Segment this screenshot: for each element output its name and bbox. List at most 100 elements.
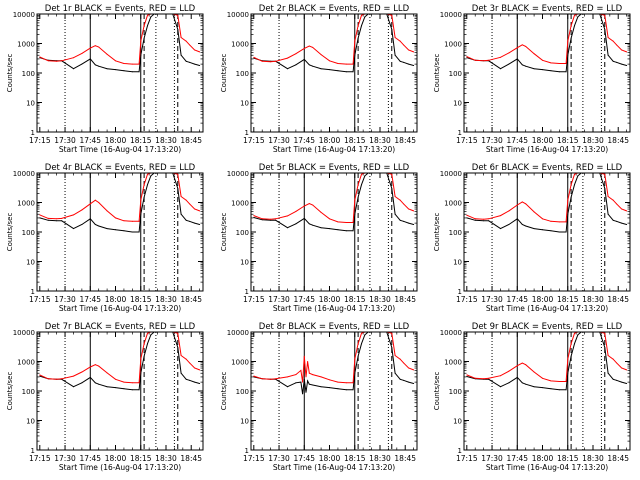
data-point-lld: [474, 59, 476, 61]
data-point-events: [604, 28, 606, 30]
data-point-lld: [47, 217, 49, 219]
plot-area: [253, 332, 415, 450]
data-point-events: [72, 68, 74, 70]
data-point-events: [533, 386, 535, 388]
series-line-lld: [39, 332, 200, 384]
data-point-events: [261, 219, 263, 221]
plot-frame: [36, 13, 204, 133]
x-tick-label: 18:15: [130, 295, 152, 304]
data-point-events: [567, 372, 569, 374]
data-point-events: [199, 64, 201, 66]
data-point-events: [39, 375, 41, 377]
data-point-events: [616, 61, 618, 63]
data-point-events: [570, 37, 572, 39]
data-point-lld: [626, 369, 628, 371]
data-point-lld: [98, 365, 100, 367]
x-tick-label: 17:30: [481, 454, 503, 463]
x-tick-label: 17:15: [29, 136, 51, 145]
data-point-events: [565, 389, 567, 391]
y-tick-label: 10000: [13, 170, 35, 178]
y-tick-label: 10000: [227, 329, 249, 337]
data-point-events: [394, 372, 396, 374]
y-tick-label: 100: [22, 229, 35, 237]
plot-frame: [250, 172, 418, 292]
x-tick-label: 17:15: [456, 136, 478, 145]
y-tick-label: 10000: [227, 170, 249, 178]
data-point-lld: [550, 62, 552, 64]
data-point-lld: [612, 199, 614, 201]
x-tick-label: 18:00: [319, 136, 341, 145]
data-point-lld: [573, 14, 575, 16]
data-point-lld: [533, 211, 535, 213]
x-tick-label: 17:15: [29, 454, 51, 463]
x-tick-label: 18:30: [582, 454, 604, 463]
data-point-lld: [140, 40, 142, 42]
y-tick-label: 1000: [444, 200, 462, 208]
data-point-lld: [185, 358, 187, 360]
data-point-events: [300, 381, 302, 383]
data-point-lld: [94, 364, 96, 366]
data-point-lld: [185, 40, 187, 42]
data-point-lld: [466, 214, 468, 216]
x-tick-label: 17:45: [506, 454, 528, 463]
data-point-events: [399, 219, 401, 221]
data-point-lld: [337, 221, 339, 223]
x-axis-label: Start Time (16-Aug-04 17:13:20): [486, 463, 608, 472]
data-point-events: [180, 372, 182, 374]
data-point-events: [607, 54, 609, 56]
data-point-lld: [94, 45, 96, 47]
data-point-lld: [488, 377, 490, 379]
data-point-lld: [72, 214, 74, 216]
y-tick-label: 1000: [444, 41, 462, 49]
data-point-events: [143, 37, 145, 39]
x-tick-label: 18:30: [369, 454, 391, 463]
data-point-lld: [270, 378, 272, 380]
data-point-events: [320, 68, 322, 70]
data-point-lld: [607, 36, 609, 38]
x-tick-label: 18:15: [557, 295, 579, 304]
data-point-lld: [140, 358, 142, 360]
x-tick-label: 17:30: [268, 454, 290, 463]
data-point-events: [312, 65, 314, 67]
data-point-lld: [115, 217, 117, 219]
panel-det-6r: Det 6r BLACK = Events, RED = LLD 1 10 100 10…: [433, 163, 631, 313]
x-tick-label: 18:30: [582, 136, 604, 145]
y-tick-label: 100: [236, 388, 249, 396]
data-point-lld: [354, 199, 356, 201]
data-point-events: [140, 213, 142, 215]
data-point-events: [312, 224, 314, 226]
y-tick-label: 1000: [17, 200, 35, 208]
data-point-events: [177, 28, 179, 30]
series-line-lld: [253, 332, 414, 384]
y-tick-label: 10000: [13, 329, 35, 337]
data-point-events: [573, 343, 575, 345]
data-point-lld: [189, 362, 191, 364]
plot-area: [253, 173, 415, 291]
data-point-events: [337, 388, 339, 390]
y-tick-label: 100: [236, 229, 249, 237]
data-point-events: [150, 334, 152, 336]
x-tick-label: 17:15: [243, 454, 265, 463]
data-point-lld: [607, 354, 609, 356]
data-point-lld: [466, 374, 468, 376]
y-tick-label: 10: [26, 100, 35, 108]
data-point-lld: [357, 343, 359, 345]
y-axis-label: Counts/sec: [220, 372, 228, 411]
series-line-lld: [39, 173, 200, 222]
data-point-events: [98, 383, 100, 385]
data-point-events: [516, 218, 518, 220]
x-tick-label: 17:45: [293, 136, 315, 145]
data-point-lld: [499, 375, 501, 377]
data-point-events: [542, 229, 544, 231]
data-point-lld: [194, 367, 196, 369]
data-point-events: [399, 378, 401, 380]
data-point-lld: [61, 217, 63, 219]
data-point-events: [140, 54, 142, 56]
data-point-events: [89, 376, 91, 378]
data-point-lld: [604, 173, 606, 175]
data-point-lld: [542, 218, 544, 220]
data-point-events: [577, 175, 579, 177]
data-point-events: [146, 25, 148, 27]
data-point-lld: [542, 377, 544, 379]
y-tick-label: 1000: [231, 41, 249, 49]
